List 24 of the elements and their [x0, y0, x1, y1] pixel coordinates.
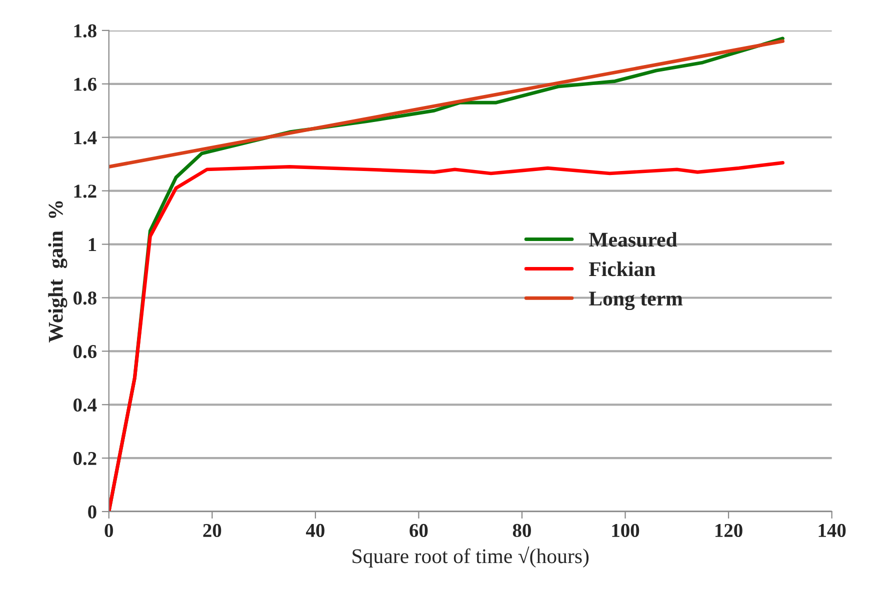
y-tick-label: 0.2 [74, 452, 96, 466]
y-tick-label: 0.8 [74, 292, 96, 305]
x-tick-label: 100 [612, 524, 640, 538]
y-tick-label: 0.6 [74, 345, 96, 358]
y-tick-label: 1.6 [74, 78, 96, 91]
x-tick-label: 120 [716, 524, 742, 538]
x-tick-label: 140 [818, 524, 846, 538]
line-series [108, 161, 784, 512]
y-tick-label: 1.8 [74, 24, 96, 38]
x-tick-label: 0 [104, 524, 113, 538]
y-tick-label: 1 [88, 238, 96, 252]
y-tick-label: 0 [88, 505, 96, 518]
x-axis-title: Square root of time √(hours) [352, 546, 589, 568]
y-axis-title: Weight gain % [48, 201, 68, 342]
x-tick-label: 60 [410, 524, 428, 538]
x-tick-label: 40 [306, 524, 324, 538]
y-tick-label: 0.4 [74, 398, 97, 412]
legend-label: Long term [588, 292, 683, 310]
x-tick-label: 20 [203, 524, 222, 538]
y-tick-label: 1.4 [74, 131, 97, 144]
legend-label: Measured [588, 232, 678, 247]
y-tick-label: 1.2 [74, 184, 96, 198]
x-tick-label: 80 [512, 524, 531, 538]
legend-label: Fickian [588, 262, 656, 276]
